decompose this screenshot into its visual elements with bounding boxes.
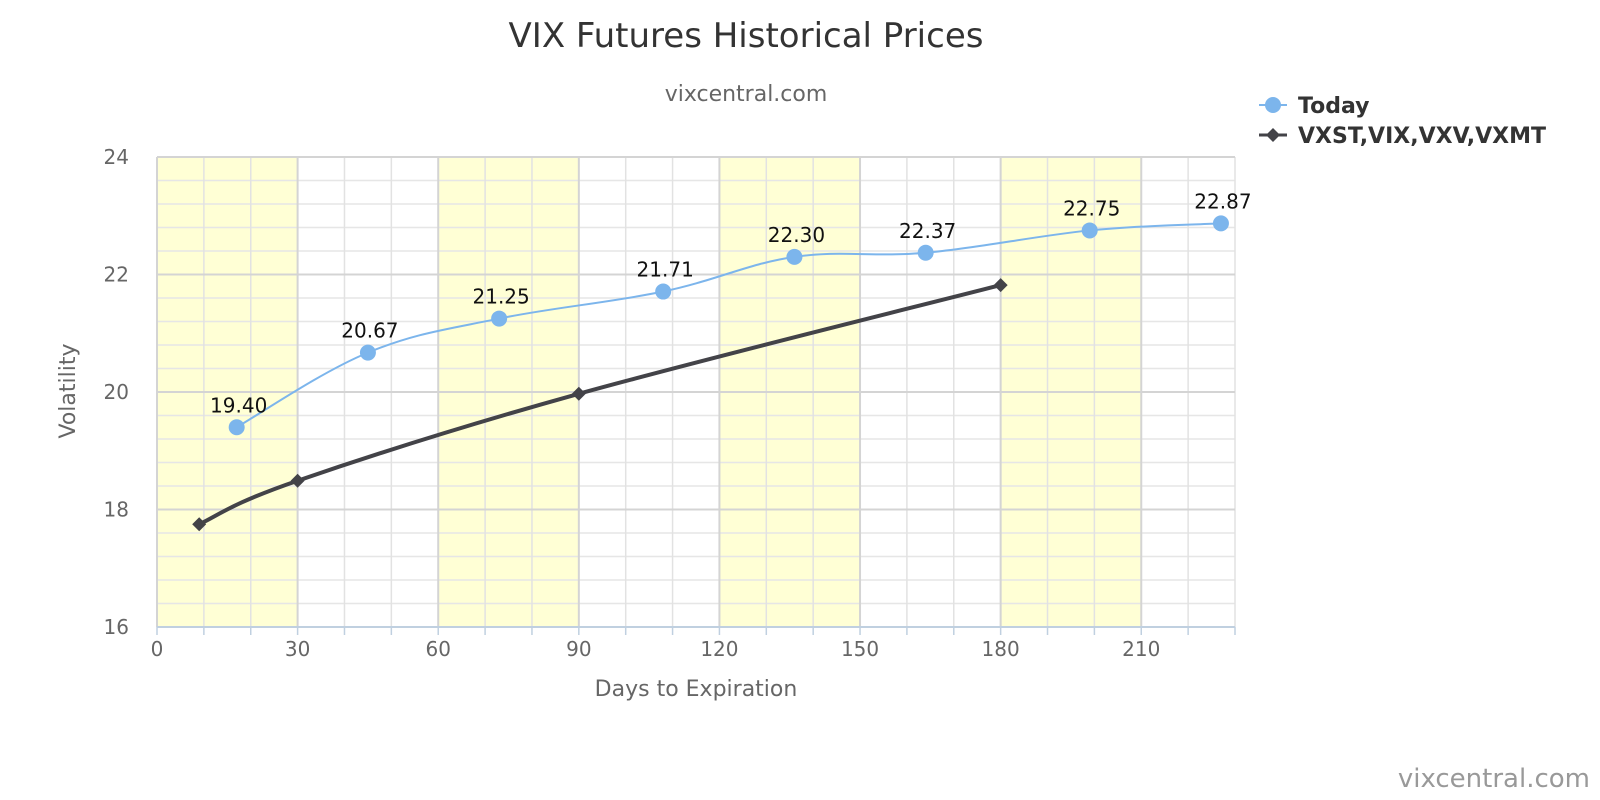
x-tick-label: 180 bbox=[982, 637, 1020, 661]
data-label: 22.75 bbox=[1063, 196, 1120, 220]
credit-text[interactable]: vixcentral.com bbox=[1398, 764, 1590, 794]
legend-item-today[interactable]: Today bbox=[1259, 94, 1369, 119]
data-labels: 19.40 20.67 21.25 21.71 22.30 22.37 22.75 22.87 bbox=[210, 189, 1252, 417]
y-tick-label: 16 bbox=[104, 615, 129, 639]
data-label: 22.87 bbox=[1194, 189, 1251, 213]
y-tick-label: 24 bbox=[104, 145, 129, 169]
x-tick-label: 60 bbox=[425, 637, 450, 661]
data-label: 22.30 bbox=[768, 223, 825, 247]
y-tick-label: 22 bbox=[104, 263, 129, 287]
data-label: 21.25 bbox=[473, 285, 530, 309]
data-point-marker[interactable] bbox=[1212, 215, 1229, 232]
data-label: 20.67 bbox=[341, 319, 398, 343]
legend-item-spot-indices[interactable]: VXST,VIX,VXV,VXMT bbox=[1259, 124, 1546, 149]
series-line bbox=[235, 222, 1222, 429]
chart-title: VIX Futures Historical Prices bbox=[509, 16, 984, 56]
data-point-marker[interactable] bbox=[228, 419, 245, 436]
series-spot-indices bbox=[192, 278, 1008, 532]
data-point-marker[interactable] bbox=[571, 386, 586, 401]
data-point-marker[interactable] bbox=[359, 344, 376, 361]
data-point-marker[interactable] bbox=[290, 473, 305, 488]
x-tick-label: 90 bbox=[566, 637, 591, 661]
legend-marker bbox=[1266, 128, 1280, 142]
legend-label: Today bbox=[1298, 94, 1369, 119]
tick-labels: 0 30 60 90 120 150 180 210 16 18 20 22 24 bbox=[104, 145, 1161, 661]
series-line bbox=[197, 283, 1003, 527]
y-axis-title: Volatility bbox=[56, 343, 81, 438]
y-tick-label: 18 bbox=[104, 498, 129, 522]
x-tick-label: 30 bbox=[285, 637, 310, 661]
x-axis-title: Days to Expiration bbox=[595, 677, 798, 702]
series-layer bbox=[192, 215, 1229, 532]
legend: Today VXST,VIX,VXV,VXMT bbox=[1259, 94, 1546, 149]
data-point-marker[interactable] bbox=[1081, 222, 1098, 239]
data-label: 22.37 bbox=[899, 219, 956, 243]
data-point-marker[interactable] bbox=[491, 310, 508, 327]
data-label: 21.71 bbox=[637, 258, 694, 282]
data-point-marker[interactable] bbox=[786, 248, 803, 265]
data-point-marker[interactable] bbox=[192, 517, 207, 532]
legend-label: VXST,VIX,VXV,VXMT bbox=[1298, 124, 1546, 149]
x-tick-label: 120 bbox=[700, 637, 738, 661]
legend-marker bbox=[1265, 97, 1281, 113]
series-today bbox=[228, 215, 1229, 436]
data-label: 19.40 bbox=[210, 393, 267, 417]
x-tick-label: 150 bbox=[841, 637, 879, 661]
data-point-marker[interactable] bbox=[917, 244, 934, 261]
data-point-marker[interactable] bbox=[655, 283, 672, 300]
axes bbox=[156, 626, 1236, 635]
x-tick-label: 210 bbox=[1122, 637, 1160, 661]
chart-subtitle: vixcentral.com bbox=[665, 82, 828, 107]
x-tick-label: 0 bbox=[151, 637, 164, 661]
y-tick-label: 20 bbox=[104, 380, 129, 404]
data-point-marker[interactable] bbox=[993, 278, 1008, 293]
